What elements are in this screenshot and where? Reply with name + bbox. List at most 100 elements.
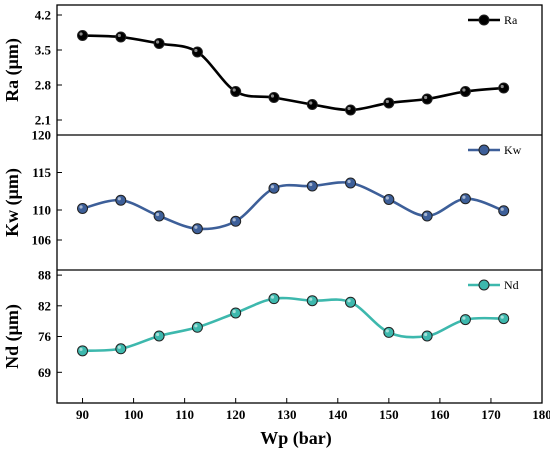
x-tick-label: 90: [76, 407, 89, 422]
data-point: [383, 97, 395, 109]
y-tick-label: 110: [32, 203, 51, 218]
x-tick-label: 110: [175, 407, 194, 422]
legend-label: Kw: [504, 143, 522, 157]
plot-border: [56, 4, 543, 404]
data-point: [191, 223, 203, 235]
series-line-kw: [82, 181, 505, 231]
data-point: [498, 82, 510, 94]
data-point: [115, 31, 127, 43]
data-point: [383, 194, 395, 205]
y-tick-label: 4.2: [35, 8, 51, 23]
data-point-highlight: [347, 299, 351, 303]
x-tick-label: 130: [277, 407, 297, 422]
data-point: [230, 307, 242, 319]
legend-marker: [478, 279, 490, 291]
series-line-nd: [82, 296, 504, 353]
data-point: [268, 92, 280, 103]
data-point: [77, 203, 89, 214]
data-point-highlight: [194, 324, 198, 328]
data-point-highlight: [79, 205, 83, 209]
data-point: [268, 293, 280, 305]
data-point: [421, 330, 433, 342]
data-point-highlight: [462, 88, 466, 92]
data-point: [306, 99, 318, 110]
data-point: [153, 210, 165, 222]
y-tick-label: 82: [38, 298, 51, 313]
x-tick-label: 120: [226, 407, 246, 422]
x-tick-label: 150: [379, 407, 399, 422]
data-point: [498, 313, 510, 325]
x-tick-label: 100: [124, 407, 144, 422]
data-point-highlight: [117, 197, 121, 201]
data-point-highlight: [117, 33, 121, 38]
x-tick-label: 140: [328, 407, 348, 422]
data-point-highlight: [79, 347, 83, 351]
data-point: [306, 295, 318, 307]
data-point-highlight: [194, 48, 198, 53]
data-point: [115, 194, 127, 206]
y-tick-label: 2.1: [35, 113, 51, 128]
legend-ra: Ra: [468, 13, 518, 27]
data-point: [268, 182, 280, 194]
data-point-highlight: [424, 95, 428, 100]
y-tick-label: 88: [38, 268, 52, 283]
data-point-highlight: [117, 345, 121, 349]
data-point: [459, 314, 471, 326]
y-tick-label: 3.5: [35, 43, 52, 58]
chart-panels: 4.2 3.5 2.8 2.1 Ra (μm) Ra 120 115 110 106 Kw (μm)…: [2, 8, 522, 380]
data-point: [383, 326, 395, 338]
legend-kw: Kw: [468, 143, 522, 157]
data-point-highlight: [347, 106, 351, 111]
chart-frame: [56, 4, 543, 404]
legend-label: Ra: [504, 13, 518, 27]
data-point-highlight: [156, 40, 160, 44]
data-point-highlight: [232, 309, 236, 314]
data-point-highlight: [270, 295, 275, 299]
y-tick-label: 106: [32, 233, 52, 248]
data-point: [459, 193, 471, 205]
data-point: [345, 104, 357, 116]
y-axis-title: Nd (μm): [2, 304, 23, 369]
legend-marker: [478, 144, 490, 156]
data-point-highlight: [270, 94, 275, 98]
data-point-highlight: [424, 332, 428, 337]
y-axis-title: Kw (μm): [2, 168, 23, 237]
data-point-highlight: [500, 84, 504, 89]
data-point-highlight: [156, 332, 160, 337]
data-point: [230, 86, 242, 97]
data-point-highlight: [424, 212, 428, 217]
legend-label: Nd: [504, 278, 519, 292]
panel-nd: 88 82 76 69 Nd (μm) Nd: [2, 268, 519, 380]
x-axis-title: Wp (bar): [260, 428, 332, 449]
data-point-highlight: [462, 316, 466, 320]
data-point-highlight: [232, 88, 236, 92]
data-point-highlight: [462, 195, 466, 199]
legend-nd: Nd: [468, 278, 519, 292]
data-point: [153, 38, 165, 49]
x-tick-label: 160: [430, 407, 450, 422]
y-tick-label: 115: [32, 165, 51, 180]
y-tick-label: 120: [32, 128, 52, 143]
data-point: [77, 345, 89, 357]
data-point-highlight: [385, 196, 389, 200]
series-line-ra: [82, 34, 504, 112]
data-point-highlight: [194, 225, 198, 229]
y-tick-label: 2.8: [35, 78, 52, 93]
data-point-highlight: [385, 329, 389, 333]
data-point: [421, 93, 433, 105]
data-point: [77, 30, 89, 41]
data-point: [459, 86, 471, 97]
data-point: [345, 296, 357, 308]
data-point: [191, 321, 203, 333]
x-axis: 90 100 110 120 130 140 150 160 170 180: [76, 398, 550, 422]
data-point: [345, 177, 357, 189]
data-point-highlight: [347, 179, 351, 184]
x-tick-label: 170: [481, 407, 501, 422]
data-point-highlight: [156, 212, 160, 217]
data-point: [153, 330, 165, 342]
data-point: [498, 205, 510, 217]
data-point-highlight: [500, 207, 504, 211]
data-point: [191, 46, 203, 58]
data-point-highlight: [309, 101, 313, 105]
